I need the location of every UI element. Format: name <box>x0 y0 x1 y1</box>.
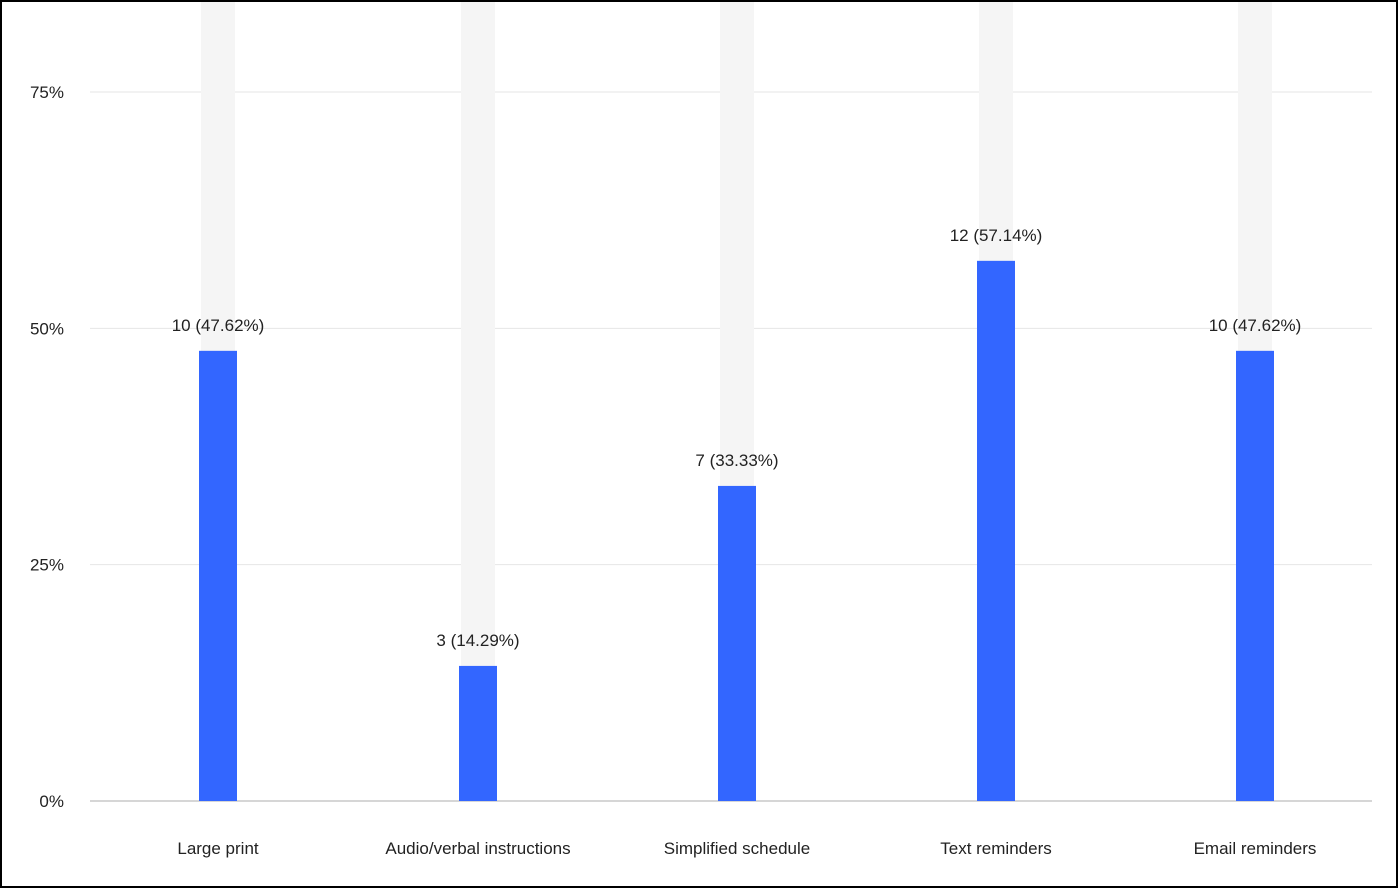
bar-data-label: 10 (47.62%) <box>172 316 265 335</box>
x-tick-label: Audio/verbal instructions <box>385 839 570 858</box>
data-labels: 10 (47.62%) 3 (14.29%) 7 (33.33%) 12 (57.14… <box>172 226 1302 650</box>
y-axis-ticks: 0% 25% 50% 75% <box>30 83 64 811</box>
bars <box>199 260 1274 801</box>
bar[interactable] <box>977 260 1015 801</box>
x-tick-label: Large print <box>177 839 259 858</box>
bar[interactable] <box>1236 350 1274 801</box>
x-tick-label: Text reminders <box>940 839 1051 858</box>
x-tick-label: Email reminders <box>1194 839 1317 858</box>
y-tick-label: 75% <box>30 83 64 102</box>
bar[interactable] <box>199 350 237 801</box>
x-tick-label: Simplified schedule <box>664 839 810 858</box>
bar-data-label: 7 (33.33%) <box>695 451 778 470</box>
bar-data-label: 3 (14.29%) <box>436 631 519 650</box>
bar-data-label: 12 (57.14%) <box>950 226 1043 245</box>
bar[interactable] <box>718 485 756 801</box>
bar[interactable] <box>459 665 497 801</box>
y-tick-label: 0% <box>39 792 64 811</box>
x-axis-ticks: Large print Audio/verbal instructions Simp… <box>177 839 1316 858</box>
y-tick-label: 50% <box>30 319 64 338</box>
bar-data-label: 10 (47.62%) <box>1209 316 1302 335</box>
y-tick-label: 25% <box>30 556 64 575</box>
